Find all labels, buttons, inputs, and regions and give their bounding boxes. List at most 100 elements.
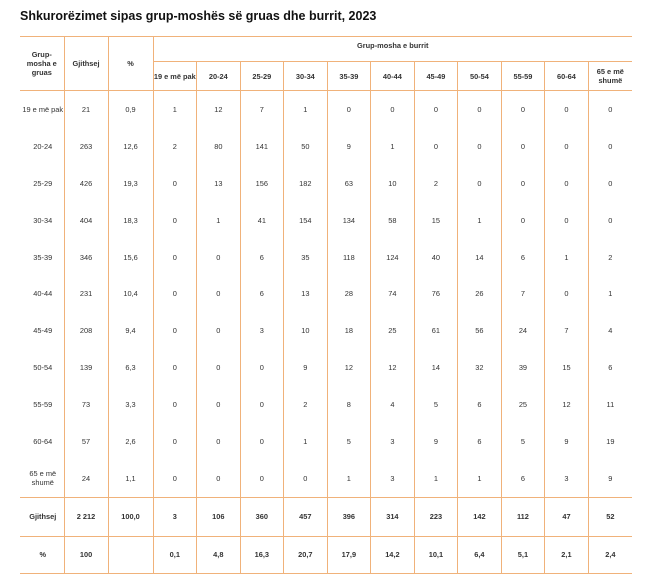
table-cell: 8 <box>327 386 372 424</box>
table-cell: 0 <box>196 349 241 387</box>
table-cell: 0 <box>283 459 328 498</box>
table-cell: 2 <box>153 127 198 165</box>
table-cell: 1 <box>544 238 589 276</box>
table-cell: 0 <box>457 127 502 165</box>
table-cell: 6 <box>240 238 285 276</box>
table-cell: 0 <box>414 90 459 128</box>
row-percent: 0,9 <box>108 90 154 128</box>
table-cell: 0 <box>196 423 241 460</box>
table-cell: 134 <box>327 201 372 239</box>
table-row: 25-29 426 19,3 0 13 156 182 63 10 2 0 0 0 0 <box>20 164 632 202</box>
table-cell: 0 <box>240 386 285 424</box>
table-cell: 2 <box>414 164 459 202</box>
column-header: 50-54 <box>457 61 502 91</box>
row-percent: 18,3 <box>108 201 154 239</box>
row-total: 2 212 <box>64 496 109 537</box>
row-total: 100 <box>64 536 109 574</box>
table-cell: 5,1 <box>501 536 546 574</box>
table-cell: 0 <box>608 104 613 114</box>
table-cell: 1 <box>608 289 613 299</box>
table-cell: 0 <box>544 127 589 165</box>
row-label: 55-59 <box>20 386 65 424</box>
table-cell: 14 <box>457 238 502 276</box>
table-cell: 32 <box>457 349 502 387</box>
column-header: 25-29 <box>240 61 285 91</box>
column-header: 30-34 <box>283 61 328 91</box>
column-header: 20-24 <box>196 61 241 91</box>
row-total: 404 <box>64 201 109 239</box>
row-percent: 19,3 <box>108 164 154 202</box>
table-cell: 0 <box>153 386 198 424</box>
table-cell: 40 <box>414 238 459 276</box>
row-percent: 6,3 <box>108 349 154 387</box>
table-cell: 106 <box>196 496 241 537</box>
table-cell: 0 <box>153 459 198 498</box>
table-cell: 0 <box>153 312 198 350</box>
table-cell: 0 <box>457 90 502 128</box>
table-row: 55-59 73 3,3 0 0 0 2 8 4 5 6 25 12 11 <box>20 386 632 424</box>
column-header: 45-49 <box>414 61 459 91</box>
table-cell: 50 <box>283 127 328 165</box>
row-percent: 2,6 <box>108 423 154 460</box>
table-cell: 58 <box>370 201 415 239</box>
table-cell: 118 <box>327 238 372 276</box>
table-row: 60-64 57 2,6 0 0 0 1 5 3 9 6 5 9 19 <box>20 423 632 460</box>
row-percent: 100,0 <box>108 496 154 537</box>
table-cell: 0 <box>196 238 241 276</box>
row-percent: 10,4 <box>108 275 154 313</box>
table-cell: 3 <box>370 423 415 460</box>
row-total: 231 <box>64 275 109 313</box>
table-cell: 15 <box>544 349 589 387</box>
table-cell: 0 <box>153 349 198 387</box>
table-cell: 3 <box>370 459 415 498</box>
row-total: 21 <box>64 90 109 128</box>
table-cell: 76 <box>414 275 459 313</box>
table-cell: 1 <box>370 127 415 165</box>
table-cell: 0 <box>240 459 285 498</box>
table-cell: 2 <box>283 386 328 424</box>
table-cell: 360 <box>240 496 285 537</box>
row-total: 263 <box>64 127 109 165</box>
table-row: 35-39 346 15,6 0 0 6 35 118 124 40 14 6 1 2 <box>20 238 632 276</box>
table-cell: 9 <box>327 127 372 165</box>
table-cell: 2,1 <box>544 536 589 574</box>
column-header: 55-59 <box>501 61 546 91</box>
row-label: 30-34 <box>20 201 65 239</box>
table-cell: 141 <box>240 127 285 165</box>
table-cell: 112 <box>501 496 546 537</box>
table-cell: 10 <box>283 312 328 350</box>
table-cell: 12 <box>327 349 372 387</box>
table-cell: 0 <box>457 164 502 202</box>
column-header: 65 e më shumë <box>588 61 632 91</box>
table-cell: 314 <box>370 496 415 537</box>
table-cell: 14 <box>414 349 459 387</box>
table-cell: 223 <box>414 496 459 537</box>
row-label: 45-49 <box>20 312 65 350</box>
table-row: 19 e më pak 21 0,9 1 12 7 1 0 0 0 0 0 0 0 <box>20 90 632 128</box>
table-cell: 396 <box>327 496 372 537</box>
column-header: 60-64 <box>544 61 589 91</box>
row-total: 73 <box>64 386 109 424</box>
row-total: 346 <box>64 238 109 276</box>
table-cell: 63 <box>327 164 372 202</box>
row-total: 57 <box>64 423 109 460</box>
table-cell: 0 <box>196 386 241 424</box>
table-cell: 19 <box>606 436 615 446</box>
table-cell: 13 <box>283 275 328 313</box>
table-cell: 4,8 <box>196 536 241 574</box>
table-cell: 10,1 <box>414 536 459 574</box>
table-cell: 2,4 <box>588 536 632 574</box>
table-cell: 154 <box>283 201 328 239</box>
row-total: 426 <box>64 164 109 202</box>
table-cell: 1 <box>414 459 459 498</box>
table-cell: 6,4 <box>457 536 502 574</box>
page-title: Shkurorëzimet sipas grup-moshës së gruas… <box>20 9 377 23</box>
table-cell: 0 <box>240 423 285 460</box>
table-cell: 5 <box>501 423 546 460</box>
row-percent: 9,4 <box>108 312 154 350</box>
table-cell: 4 <box>370 386 415 424</box>
table-cell: 15 <box>414 201 459 239</box>
table-cell: 1 <box>327 459 372 498</box>
table-cell: 5 <box>327 423 372 460</box>
table-cell: 39 <box>501 349 546 387</box>
